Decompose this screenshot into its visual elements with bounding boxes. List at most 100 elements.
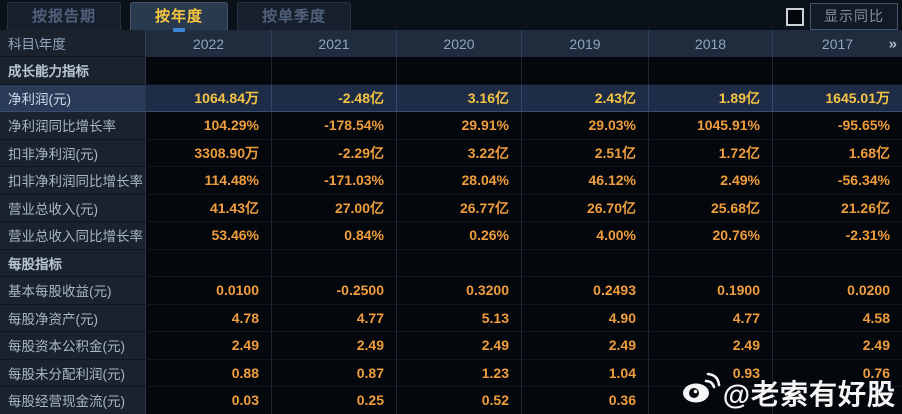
value-cell bbox=[146, 57, 272, 85]
corner-header-cell: 科目\年度 bbox=[0, 30, 146, 57]
value-cell: 1045.91% bbox=[649, 112, 773, 140]
year-header-2019: 2019 bbox=[522, 30, 649, 57]
table-row[interactable]: 每股未分配利润(元) 0.88 0.87 1.23 1.04 0.93 0.76 bbox=[0, 359, 902, 387]
value-cell: 0.84% bbox=[272, 222, 397, 250]
value-cell: 4.90 bbox=[522, 304, 649, 332]
value-cell bbox=[649, 57, 773, 85]
value-cell: 4.77 bbox=[272, 304, 397, 332]
value-cell: 27.00亿 bbox=[272, 194, 397, 222]
tab-by-year-label: 按年度 bbox=[155, 8, 204, 25]
value-cell: 2.49 bbox=[773, 332, 902, 360]
yoy-controls: 显示同比 bbox=[786, 3, 898, 30]
active-tab-indicator bbox=[173, 28, 186, 32]
value-cell: 1064.84万 bbox=[146, 84, 272, 112]
table-row[interactable]: 扣非净利润同比增长率 114.48% -171.03% 28.04% 46.12% 2.4… bbox=[0, 167, 902, 195]
value-cell: 21.26亿 bbox=[773, 194, 902, 222]
value-cell: 2.49 bbox=[146, 332, 272, 360]
value-cell: 0.0100 bbox=[146, 277, 272, 305]
value-cell: 0.2493 bbox=[522, 277, 649, 305]
value-cell: 25.68亿 bbox=[649, 194, 773, 222]
value-cell: 2.51亿 bbox=[522, 139, 649, 167]
indicators-table: 科目\年度 2022 2021 2020 2019 2018 2017» 成长能力指标 净利… bbox=[0, 30, 902, 414]
value-cell: 26.70亿 bbox=[522, 194, 649, 222]
row-label: 扣非净利润(元) bbox=[0, 139, 146, 167]
table-header-row: 科目\年度 2022 2021 2020 2019 2018 2017» bbox=[0, 30, 902, 57]
year-header-2022: 2022 bbox=[146, 30, 272, 57]
value-cell: 4.78 bbox=[146, 304, 272, 332]
table-row[interactable]: 每股净资产(元) 4.78 4.77 5.13 4.90 4.77 4.58 bbox=[0, 304, 902, 332]
value-cell: -171.03% bbox=[272, 167, 397, 195]
value-cell: 29.91% bbox=[397, 112, 522, 140]
row-label: 净利润同比增长率 bbox=[0, 112, 146, 140]
value-cell: -2.31% bbox=[773, 222, 902, 250]
value-cell: 4.00% bbox=[522, 222, 649, 250]
value-cell bbox=[522, 57, 649, 85]
value-cell: 0.76 bbox=[773, 359, 902, 387]
value-cell bbox=[649, 249, 773, 277]
tab-by-year[interactable]: 按年度 bbox=[130, 2, 229, 32]
section-row[interactable]: 每股指标 bbox=[0, 249, 902, 277]
value-cell bbox=[272, 249, 397, 277]
value-cell: 2.49% bbox=[649, 167, 773, 195]
table-row[interactable]: 营业总收入同比增长率 53.46% 0.84% 0.26% 4.00% 20.76% -2.… bbox=[0, 222, 902, 250]
value-cell: 26.77亿 bbox=[397, 194, 522, 222]
more-columns-icon[interactable]: » bbox=[888, 35, 897, 52]
value-cell: 5.13 bbox=[397, 304, 522, 332]
value-cell: 4.58 bbox=[773, 304, 902, 332]
value-cell: 4.77 bbox=[649, 304, 773, 332]
value-cell: 53.46% bbox=[146, 222, 272, 250]
year-header-2017: 2017» bbox=[821, 35, 897, 52]
value-cell: 2.49 bbox=[397, 332, 522, 360]
table-row[interactable]: 净利润同比增长率 104.29% -178.54% 29.91% 29.03% 1045.… bbox=[0, 112, 902, 140]
value-cell: -56.34% bbox=[773, 167, 902, 195]
value-cell: -0.2500 bbox=[272, 277, 397, 305]
value-cell: 0.1900 bbox=[649, 277, 773, 305]
table-row[interactable]: 扣非净利润(元) 3308.90万 -2.29亿 3.22亿 2.51亿 1.72亿 1.6… bbox=[0, 139, 902, 167]
value-cell: 1.04 bbox=[522, 359, 649, 387]
value-cell: -95.65% bbox=[773, 112, 902, 140]
table-row[interactable]: 营业总收入(元) 41.43亿 27.00亿 26.77亿 26.70亿 25.68亿 21… bbox=[0, 194, 902, 222]
table-row[interactable]: 每股资本公积金(元) 2.49 2.49 2.49 2.49 2.49 2.49 bbox=[0, 332, 902, 360]
value-cell bbox=[397, 57, 522, 85]
value-cell: 114.48% bbox=[146, 167, 272, 195]
year-header-2020: 2020 bbox=[397, 30, 522, 57]
value-cell: 3.16亿 bbox=[397, 84, 522, 112]
value-cell bbox=[773, 57, 902, 85]
value-cell: 1.23 bbox=[397, 359, 522, 387]
value-cell: 0.0200 bbox=[773, 277, 902, 305]
show-yoy-label[interactable]: 显示同比 bbox=[810, 3, 898, 30]
row-label: 每股资本公积金(元) bbox=[0, 332, 146, 360]
value-cell: 0.87 bbox=[272, 359, 397, 387]
row-label: 每股净资产(元) bbox=[0, 304, 146, 332]
year-header-2018: 2018 bbox=[649, 30, 773, 57]
row-label: 基本每股收益(元) bbox=[0, 277, 146, 305]
table-row[interactable]: 基本每股收益(元) 0.0100 -0.2500 0.3200 0.2493 0.1900… bbox=[0, 277, 902, 305]
value-cell: 46.12% bbox=[522, 167, 649, 195]
value-cell: 2.49 bbox=[272, 332, 397, 360]
section-row[interactable]: 成长能力指标 bbox=[0, 57, 902, 85]
table-row[interactable]: 净利润(元) 1064.84万 -2.48亿 3.16亿 2.43亿 1.89亿 1645.… bbox=[0, 84, 902, 112]
table-row[interactable]: 每股经营现金流(元) 0.03 0.25 0.52 0.36 bbox=[0, 387, 902, 414]
tab-by-report-period[interactable]: 按报告期 bbox=[7, 2, 122, 30]
value-cell bbox=[397, 249, 522, 277]
period-tabbar: 按报告期 按年度 按单季度 显示同比 bbox=[0, 0, 902, 32]
value-cell: 3.22亿 bbox=[397, 139, 522, 167]
value-cell: 0.3200 bbox=[397, 277, 522, 305]
value-cell: -2.29亿 bbox=[272, 139, 397, 167]
row-label: 成长能力指标 bbox=[0, 57, 146, 85]
value-cell: 1.68亿 bbox=[773, 139, 902, 167]
show-yoy-checkbox[interactable] bbox=[786, 7, 804, 26]
table-body: 成长能力指标 净利润(元) 1064.84万 -2.48亿 3.16亿 2.43亿 1.89… bbox=[0, 57, 902, 414]
row-label: 净利润(元) bbox=[0, 84, 146, 112]
year-header-2021: 2021 bbox=[272, 30, 397, 57]
value-cell: 20.76% bbox=[649, 222, 773, 250]
row-label: 每股未分配利润(元) bbox=[0, 359, 146, 387]
tab-by-single-quarter[interactable]: 按单季度 bbox=[237, 2, 352, 30]
value-cell: 0.88 bbox=[146, 359, 272, 387]
value-cell: 0.36 bbox=[522, 387, 649, 414]
value-cell bbox=[272, 57, 397, 85]
value-cell bbox=[146, 249, 272, 277]
value-cell: 41.43亿 bbox=[146, 194, 272, 222]
value-cell: 1.89亿 bbox=[649, 84, 773, 112]
